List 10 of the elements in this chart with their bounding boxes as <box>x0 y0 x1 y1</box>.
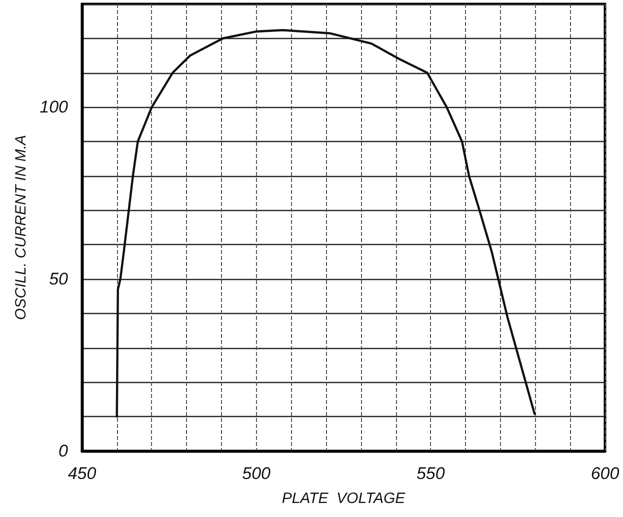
y-tick-label: 50 <box>49 270 69 289</box>
y-axis-title: OSCILL. CURRENT IN M.A <box>12 134 30 320</box>
line-series <box>116 29 536 418</box>
x-tick-label: 500 <box>242 464 272 483</box>
x-tick-label: 600 <box>590 464 620 483</box>
x-axis-title: PLATE VOLTAGE <box>282 490 406 507</box>
x-tick-label: 550 <box>416 464 446 483</box>
y-tick-label: 0 <box>58 442 69 460</box>
x-tick-label: 450 <box>68 464 97 483</box>
y-tick-label: 100 <box>40 98 69 117</box>
